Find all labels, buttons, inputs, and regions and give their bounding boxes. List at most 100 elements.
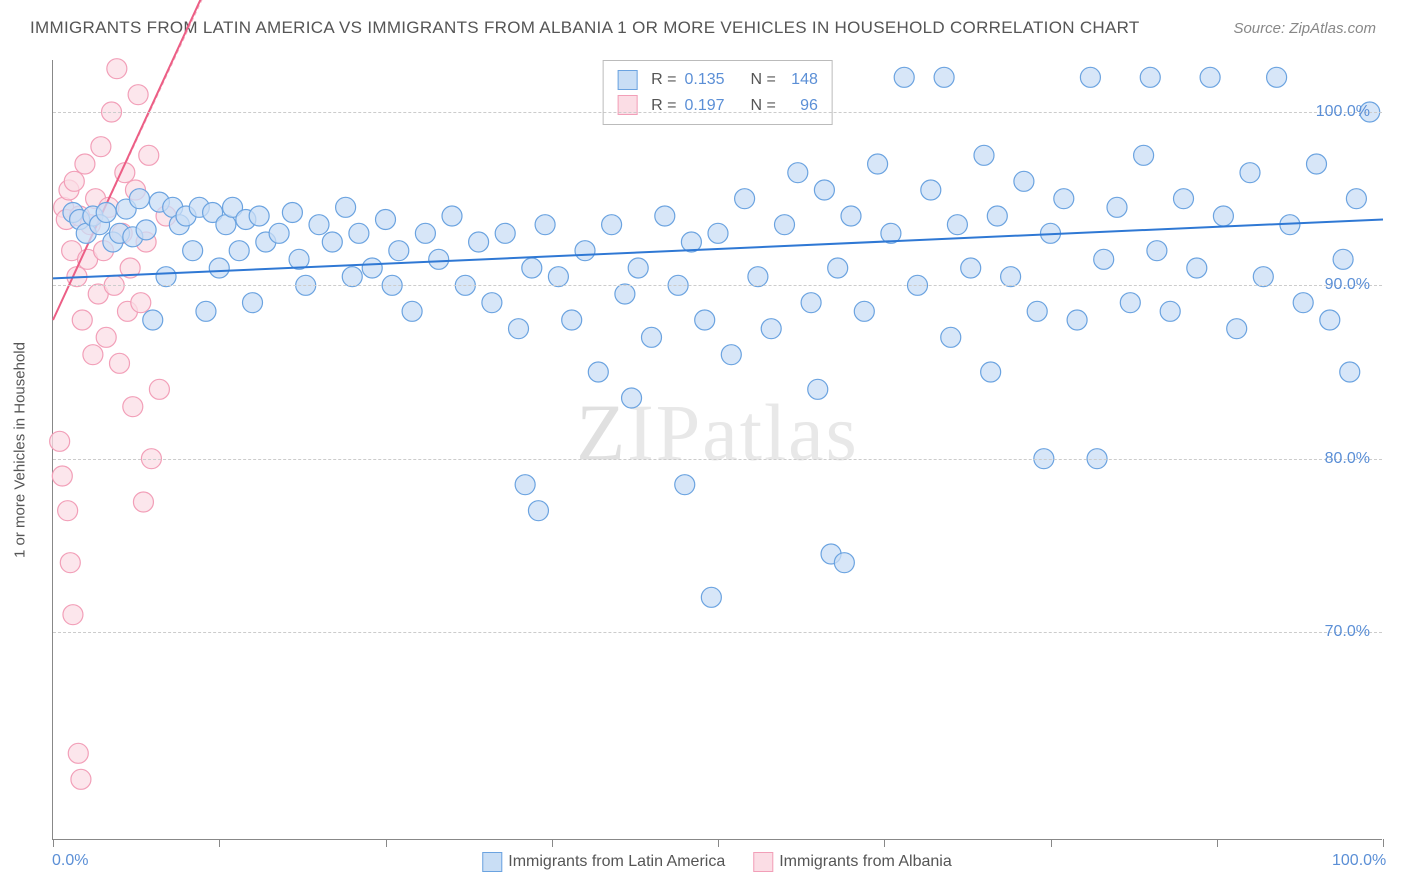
gridline-h [53, 285, 1382, 286]
data-point [961, 258, 981, 278]
data-point [1213, 206, 1233, 226]
data-point [1027, 301, 1047, 321]
gridline-h [53, 112, 1382, 113]
correlation-legend: R = 0.135 N = 148 R = 0.197 N = 96 [602, 60, 833, 125]
chart-header: IMMIGRANTS FROM LATIN AMERICA VS IMMIGRA… [30, 18, 1376, 38]
data-point [1120, 293, 1140, 313]
data-point [1253, 267, 1273, 287]
data-point [814, 180, 834, 200]
data-point [129, 189, 149, 209]
legend-swatch [617, 70, 637, 90]
data-point [72, 310, 92, 330]
data-point [133, 492, 153, 512]
data-point [131, 293, 151, 313]
data-point [1014, 171, 1034, 191]
data-point [834, 553, 854, 573]
data-point [60, 553, 80, 573]
data-point [143, 310, 163, 330]
plot-area: 1 or more Vehicles in Household ZIPatlas… [52, 60, 1382, 840]
data-point [947, 215, 967, 235]
data-point [934, 67, 954, 87]
data-point [71, 769, 91, 789]
data-point [575, 241, 595, 261]
legend-label: Immigrants from Latin America [508, 853, 725, 870]
data-point [269, 223, 289, 243]
data-point [535, 215, 555, 235]
data-point [136, 220, 156, 240]
data-point [415, 223, 435, 243]
data-point [642, 327, 662, 347]
data-point [622, 388, 642, 408]
data-point [868, 154, 888, 174]
data-point [1267, 67, 1287, 87]
x-tick [884, 839, 885, 847]
data-point [96, 203, 116, 223]
data-point [981, 362, 1001, 382]
legend-r-label: R = [651, 67, 676, 93]
chart-title: IMMIGRANTS FROM LATIN AMERICA VS IMMIGRA… [30, 18, 1140, 38]
data-point [788, 163, 808, 183]
data-point [675, 475, 695, 495]
y-axis-label: 1 or more Vehicles in Household [12, 342, 29, 558]
data-point [1200, 67, 1220, 87]
legend-swatch [482, 852, 502, 872]
data-point [1187, 258, 1207, 278]
data-point [1054, 189, 1074, 209]
data-point [196, 301, 216, 321]
data-point [402, 301, 422, 321]
data-point [149, 379, 169, 399]
y-tick-label: 90.0% [1325, 276, 1370, 294]
legend-n-value: 96 [784, 93, 818, 119]
data-point [63, 605, 83, 625]
data-point [107, 59, 127, 79]
data-point [68, 743, 88, 763]
data-point [1346, 189, 1366, 209]
data-point [1307, 154, 1327, 174]
data-point [349, 223, 369, 243]
data-point [1080, 67, 1100, 87]
data-point [429, 249, 449, 269]
data-point [528, 501, 548, 521]
data-point [123, 397, 143, 417]
data-point [243, 293, 263, 313]
data-point [50, 431, 70, 451]
scatter-svg [53, 60, 1382, 839]
plot-frame: ZIPatlas R = 0.135 N = 148 R = 0.197 N =… [52, 60, 1382, 840]
data-point [1227, 319, 1247, 339]
x-tick [219, 839, 220, 847]
y-tick-label: 80.0% [1325, 450, 1370, 468]
data-point [1320, 310, 1340, 330]
x-tick-label: 100.0% [1332, 852, 1386, 870]
data-point [309, 215, 329, 235]
x-tick [1383, 839, 1384, 847]
data-point [522, 258, 542, 278]
data-point [482, 293, 502, 313]
data-point [183, 241, 203, 261]
data-point [748, 267, 768, 287]
data-point [735, 189, 755, 209]
data-point [322, 232, 342, 252]
data-point [52, 466, 72, 486]
data-point [58, 501, 78, 521]
x-tick [386, 839, 387, 847]
data-point [775, 215, 795, 235]
data-point [708, 223, 728, 243]
data-point [442, 206, 462, 226]
data-point [801, 293, 821, 313]
data-point [156, 267, 176, 287]
chart-source: Source: ZipAtlas.com [1233, 20, 1376, 37]
data-point [1160, 301, 1180, 321]
data-point [336, 197, 356, 217]
legend-n-value: 148 [784, 67, 818, 93]
legend-n-label: N = [751, 67, 776, 93]
data-point [342, 267, 362, 287]
data-point [761, 319, 781, 339]
data-point [1140, 67, 1160, 87]
data-point [828, 258, 848, 278]
data-point [921, 180, 941, 200]
data-point [721, 345, 741, 365]
legend-n-label: N = [751, 93, 776, 119]
data-point [1240, 163, 1260, 183]
legend-stat-row: R = 0.135 N = 148 [617, 67, 818, 93]
legend-label: Immigrants from Albania [779, 853, 952, 870]
